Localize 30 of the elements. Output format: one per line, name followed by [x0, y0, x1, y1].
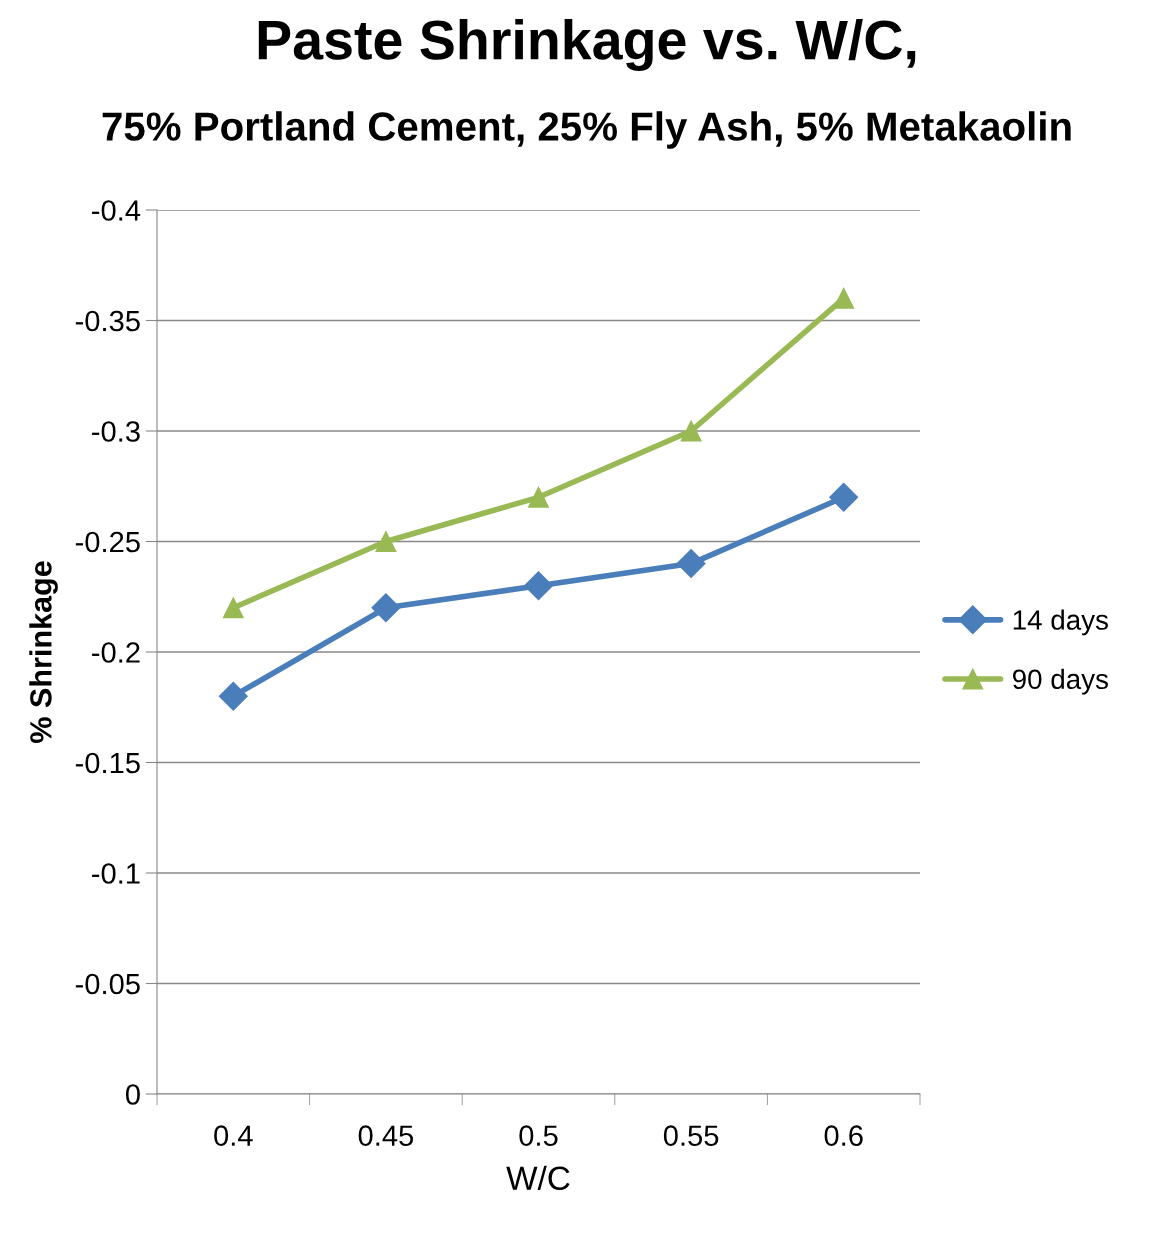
point — [371, 593, 401, 623]
point — [222, 597, 244, 619]
y-tick-label: -0.15 — [75, 752, 140, 774]
legend-label: 14 days — [1013, 609, 1108, 636]
chart-subtitle: 75% Portland Cement, 25% Fly Ash, 5% Metakaolin — [102, 111, 1071, 149]
y-axis-title: % Shrinkage — [29, 561, 58, 743]
y-tick-label: -0.3 — [92, 421, 140, 442]
y-tick-label: -0.25 — [75, 531, 140, 553]
point — [375, 531, 397, 552]
chart-title: Paste Shrinkage vs. W/C, — [258, 18, 916, 72]
point — [829, 482, 859, 512]
point — [218, 681, 248, 711]
point — [528, 486, 549, 508]
y-tick-label: 0 — [125, 1084, 140, 1105]
point — [680, 420, 702, 442]
x-tick-label: 0.5 — [519, 1125, 558, 1146]
x-tick-label: 0.45 — [358, 1125, 414, 1146]
x-tick-label: 0.4 — [214, 1125, 253, 1146]
point — [524, 571, 553, 601]
y-tick-label: -0.2 — [92, 642, 140, 663]
point — [676, 549, 706, 579]
x-axis-title: W/C — [506, 1165, 570, 1191]
point — [833, 287, 855, 309]
y-tick-label: -0.05 — [75, 973, 140, 995]
x-tick-label: 0.6 — [824, 1125, 863, 1146]
y-tick-label: -0.1 — [92, 863, 140, 884]
y-tick-label: -0.4 — [92, 200, 141, 221]
y-tick-label: -0.35 — [75, 310, 140, 332]
legend-label: 90 days — [1012, 668, 1108, 695]
x-tick-label: 0.55 — [663, 1125, 719, 1146]
